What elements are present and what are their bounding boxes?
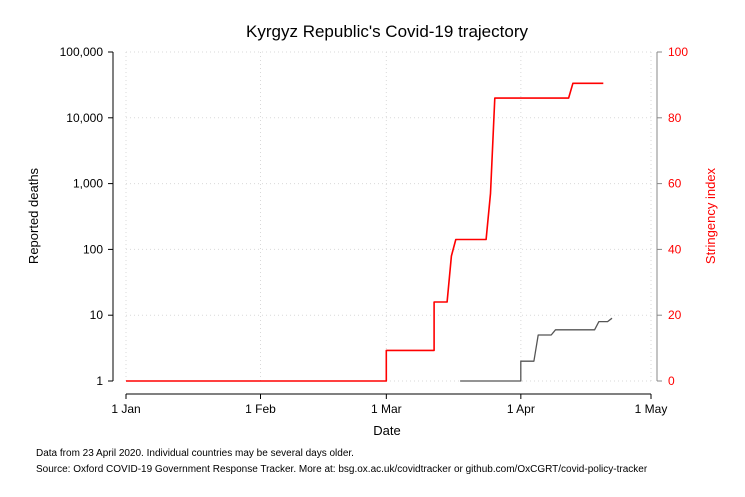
y-right-tick-label: 20 — [668, 308, 682, 322]
y-left-tick-label: 10 — [90, 308, 104, 322]
y-right-axis-label: Stringency index — [703, 167, 718, 264]
footnote-source: Source: Oxford COVID-19 Government Respo… — [36, 464, 648, 475]
y-left-tick-label: 100,000 — [60, 45, 104, 59]
chart-title: Kyrgyz Republic's Covid-19 trajectory — [246, 22, 528, 41]
y-left-axis-label: Reported deaths — [26, 167, 41, 264]
y-left-tick-label: 1 — [96, 374, 103, 388]
x-axis-label: Date — [373, 423, 400, 438]
x-tick-label: 1 Apr — [507, 402, 535, 416]
y-left-tick-label: 100 — [83, 242, 103, 256]
axes — [108, 51, 662, 399]
footnote-data-date: Data from 23 April 2020. Individual coun… — [36, 448, 354, 459]
y-right-tick-label: 0 — [668, 374, 675, 388]
y-right-tick-label: 60 — [668, 177, 682, 191]
x-tick-label: 1 Jan — [111, 402, 140, 416]
series-layer — [126, 82, 613, 382]
reported-deaths-line — [460, 317, 613, 382]
x-tick-label: 1 Feb — [245, 402, 276, 416]
y-right-tick-label: 40 — [668, 242, 682, 256]
y-left-tick-label: 1,000 — [73, 177, 103, 191]
x-tick-label: 1 May — [635, 402, 668, 416]
x-tick-label: 1 Mar — [371, 402, 402, 416]
grid — [125, 51, 652, 382]
y-right-tick-label: 80 — [668, 111, 682, 125]
tick-labels: 1 10 100 1,000 10,000 100,000 0 20 40 60 80 100 1 Ja… — [60, 45, 689, 416]
y-right-tick-label: 100 — [668, 45, 688, 59]
stringency-index-line — [126, 82, 604, 382]
y-left-tick-label: 10,000 — [66, 111, 103, 125]
